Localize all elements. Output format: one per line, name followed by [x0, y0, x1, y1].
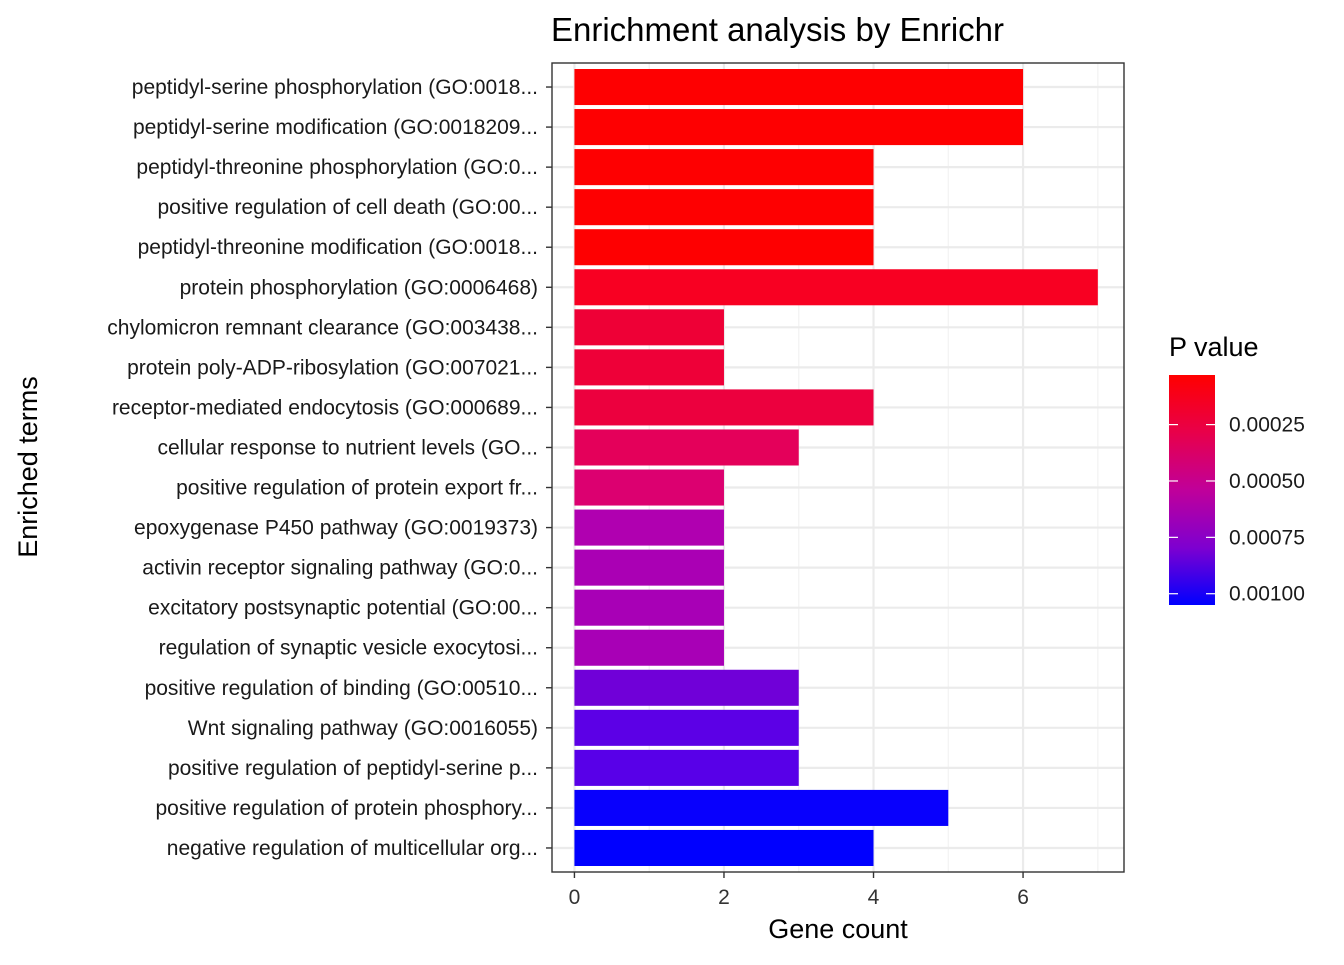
y-tick-label: chylomicron remnant clearance (GO:003438…: [107, 316, 538, 339]
y-tick-label: regulation of synaptic vesicle exocytosi…: [159, 637, 538, 660]
y-tick-label: excitatory postsynaptic potential (GO:00…: [148, 597, 538, 620]
legend-tick-label: 0.00100: [1229, 583, 1305, 606]
legend-tick-label: 0.00025: [1229, 414, 1305, 437]
legend: P value 0.00025 0.00050 0.00075 0.00100: [1169, 332, 1305, 606]
x-tick-label: 6: [1017, 886, 1029, 909]
y-tick-label: peptidyl-threonine phosphorylation (GO:0…: [136, 156, 538, 179]
y-tick-label: positive regulation of peptidyl-serine p…: [168, 757, 538, 780]
y-tick-label: negative regulation of multicellular org…: [167, 837, 538, 860]
bar: [574, 589, 724, 626]
y-tick-label: cellular response to nutrient levels (GO…: [157, 436, 538, 459]
y-tick-label: peptidyl-threonine modification (GO:0018…: [138, 236, 538, 259]
y-tick-label: epoxygenase P450 pathway (GO:0019373): [134, 517, 538, 540]
x-tick-label: 2: [718, 886, 730, 909]
bar: [574, 109, 1024, 146]
x-tick-label: 4: [868, 886, 880, 909]
y-tick-label: positive regulation of cell death (GO:00…: [157, 196, 538, 219]
y-axis: peptidyl-serine phosphorylation (GO:0018…: [107, 76, 552, 860]
bar: [574, 709, 799, 746]
bar: [574, 509, 724, 546]
bar: [574, 229, 874, 266]
x-axis-title: Gene count: [768, 914, 908, 944]
bar: [574, 269, 1098, 306]
x-axis: 0 2 4 6: [569, 872, 1029, 909]
x-tick-label: 0: [569, 886, 581, 909]
bar: [574, 389, 874, 426]
bar: [574, 69, 1024, 106]
legend-colorbar: [1169, 375, 1215, 605]
bar: [574, 469, 724, 506]
bar: [574, 349, 724, 386]
bar: [574, 669, 799, 706]
y-tick-label: peptidyl-serine modification (GO:0018209…: [133, 116, 538, 139]
y-tick-label: positive regulation of protein export fr…: [176, 477, 538, 500]
bar: [574, 629, 724, 666]
bar: [574, 429, 799, 466]
bar: [574, 749, 799, 786]
y-tick-label: receptor-mediated endocytosis (GO:000689…: [112, 396, 538, 419]
y-tick-label: activin receptor signaling pathway (GO:0…: [142, 557, 538, 580]
bar: [574, 309, 724, 346]
legend-title: P value: [1169, 332, 1259, 362]
bar: [574, 829, 874, 866]
y-tick-label: protein poly-ADP-ribosylation (GO:007021…: [127, 356, 538, 379]
bars: [574, 69, 1098, 866]
plot-panel-border: [551, 62, 1125, 873]
y-tick-label: protein phosphorylation (GO:0006468): [180, 276, 538, 299]
legend-tick-label: 0.00050: [1229, 470, 1305, 493]
legend-ticks: 0.00025 0.00050 0.00075 0.00100: [1169, 414, 1305, 606]
bar: [574, 149, 874, 186]
y-tick-label: peptidyl-serine phosphorylation (GO:0018…: [132, 76, 538, 99]
legend-tick-label: 0.00075: [1229, 526, 1305, 549]
y-tick-label: positive regulation of binding (GO:00510…: [145, 677, 538, 700]
y-tick-label: positive regulation of protein phosphory…: [155, 797, 538, 820]
y-tick-label: Wnt signaling pathway (GO:0016055): [188, 717, 538, 740]
chart-title: Enrichment analysis by Enrichr: [551, 11, 1004, 48]
bar: [574, 789, 949, 826]
y-axis-title: Enriched terms: [13, 376, 43, 558]
bar: [574, 189, 874, 226]
bar: [574, 549, 724, 586]
